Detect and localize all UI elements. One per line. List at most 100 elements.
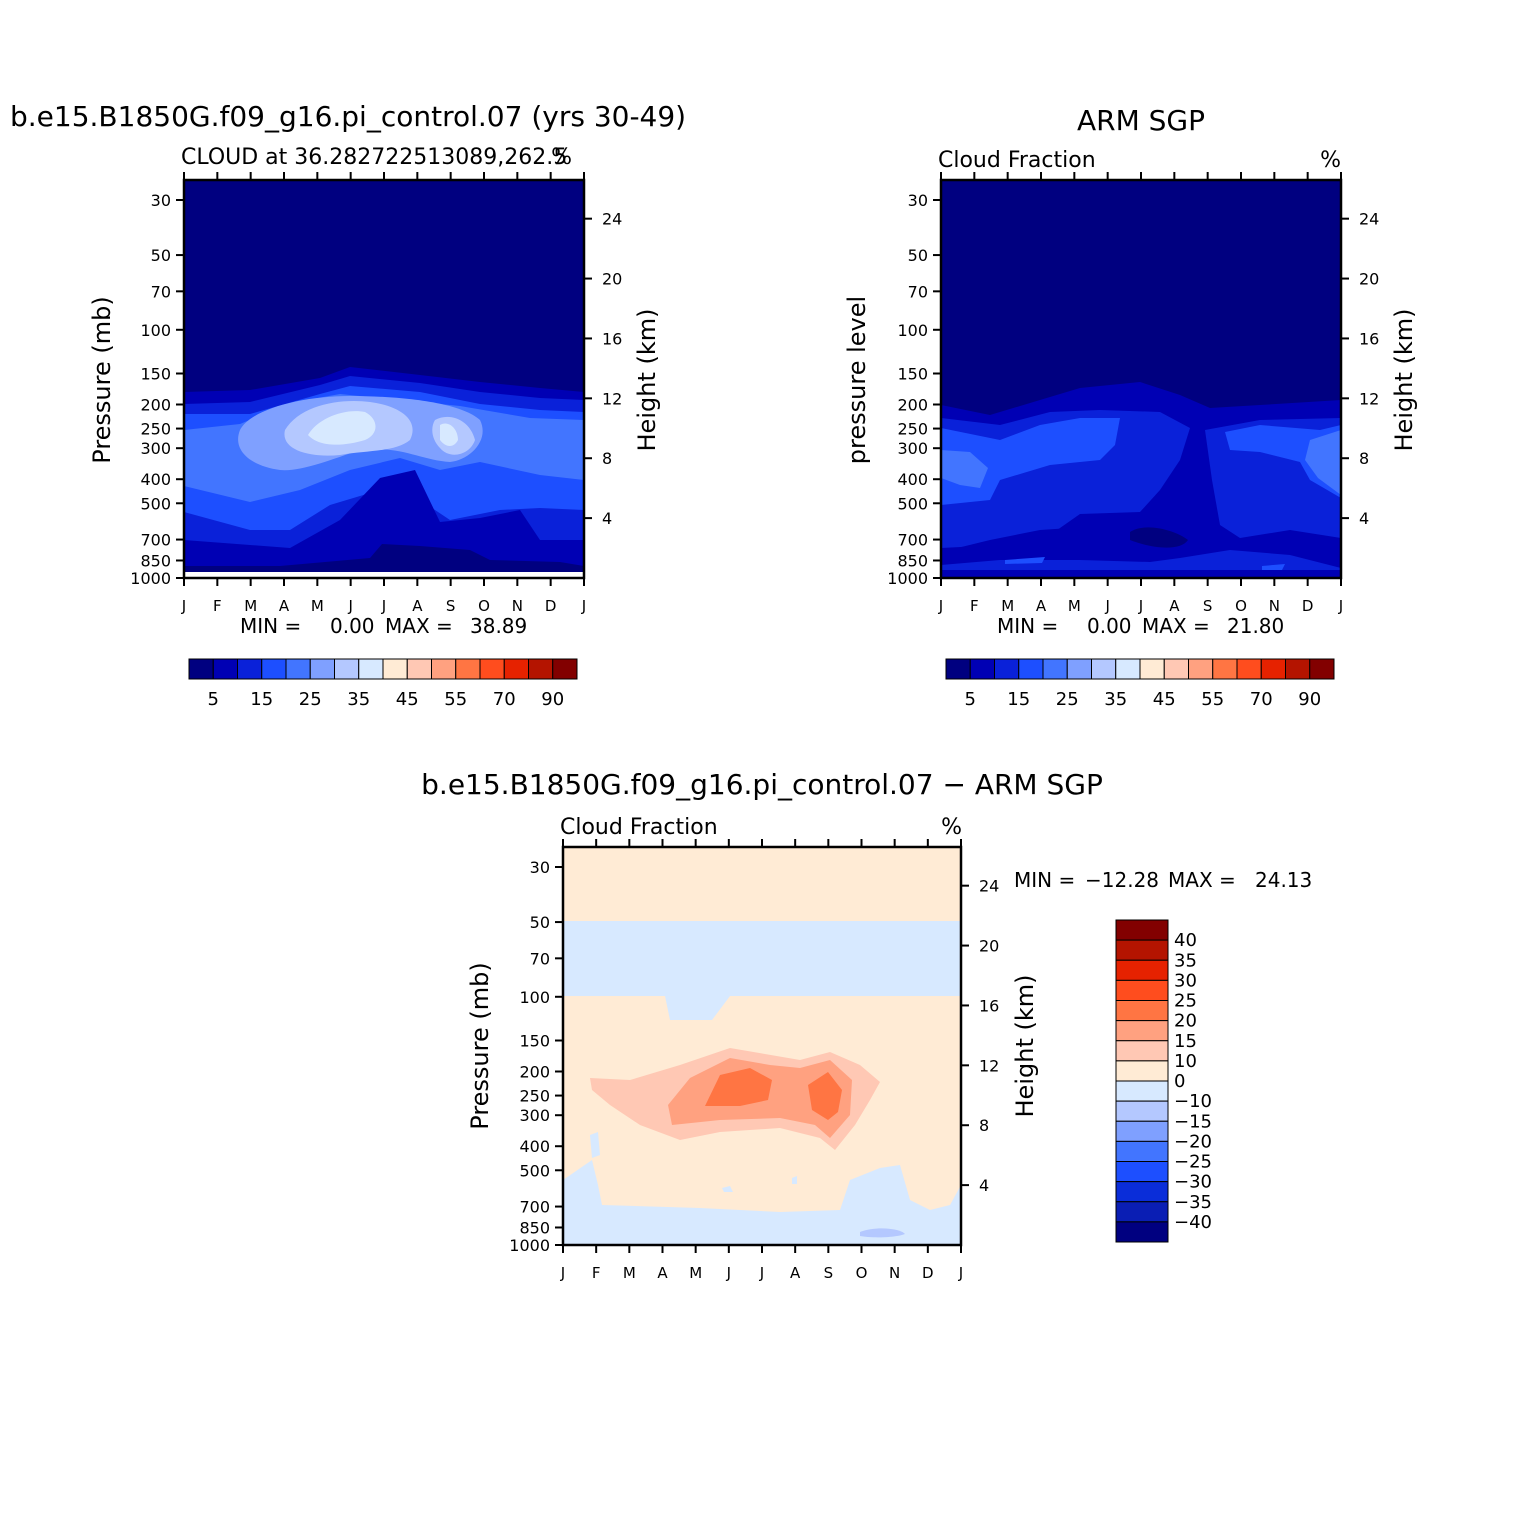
y-tick-label: 850 (519, 1218, 550, 1237)
x-tick-label: A (1169, 597, 1180, 615)
x-tick-label: M (689, 1264, 702, 1282)
panel-model-units: % (551, 145, 572, 170)
x-tick-label: O (856, 1264, 868, 1282)
colorbar-label: 15 (250, 689, 273, 710)
colorbar-label: −10 (1174, 1091, 1212, 1112)
colorbar-cell (1115, 1020, 1169, 1042)
y2-tick-label: 16 (1359, 329, 1379, 348)
colorbar-label: 0 (1174, 1071, 1185, 1092)
colorbar-cell (237, 658, 263, 680)
colorbar-label: 35 (347, 689, 370, 710)
x-tick-label: D (922, 1264, 934, 1282)
y-tick-label: 50 (530, 913, 550, 932)
colorbar-cell (285, 658, 311, 680)
colorbar-cell (1115, 1040, 1169, 1062)
colorbar-label: 45 (396, 689, 419, 710)
y-tick-label: 400 (519, 1137, 550, 1156)
colorbar-label: 5 (208, 689, 219, 710)
colorbar-cell (1042, 658, 1068, 680)
colorbar-cell (406, 658, 432, 680)
panel-obs-colorbar: 5 15 25 35 45 55 70 90 (945, 658, 1335, 710)
panel-diff-ylabel: Pressure (mb) (466, 962, 494, 1129)
colorbar-label: −30 (1174, 1172, 1212, 1193)
x-tick-label: J (581, 597, 586, 615)
x-tick-label: F (970, 597, 979, 615)
y-tick-label: 400 (897, 470, 928, 489)
y-tick-label: 1000 (887, 569, 928, 588)
y-tick-label: 150 (897, 364, 928, 383)
colorbar-cell (503, 658, 529, 680)
y2-tick-label: 24 (979, 877, 999, 896)
colorbar-label: 70 (1250, 689, 1273, 710)
colorbar-cell (1115, 979, 1169, 1001)
panel-obs-ylabel: pressure level (843, 296, 871, 464)
colorbar-label: 15 (1174, 1031, 1197, 1052)
colorbar-label: 55 (444, 689, 467, 710)
colorbar-cell (1115, 658, 1141, 680)
y-tick-label: 500 (897, 494, 928, 513)
colorbar-cell (1285, 658, 1311, 680)
colorbar-cell (1066, 658, 1092, 680)
colorbar-cell (1115, 1000, 1169, 1022)
panel-model-subtitle: CLOUD at 36.282722513089,262.5 (181, 145, 567, 170)
colorbar-label: 25 (1174, 991, 1197, 1012)
colorbar-cell (382, 658, 408, 680)
colorbar-label: 30 (1174, 970, 1197, 991)
x-tick-label: J (958, 1264, 963, 1282)
x-tick-label: J (759, 1264, 764, 1282)
y-tick-label: 1000 (130, 569, 171, 588)
panel-model-ylabel-right: Height (km) (633, 309, 661, 452)
y2-tick-label: 12 (602, 389, 622, 408)
y2-tick-label: 20 (1359, 270, 1379, 289)
contour-band (860, 1228, 905, 1238)
panel-model: b.e15.B1850G.f09_g16.pi_control.07 (yrs … (10, 100, 686, 710)
panel-obs-units: % (1320, 148, 1341, 173)
y-tick-label: 700 (897, 531, 928, 550)
panel-model-min-label: MIN = (240, 614, 301, 638)
panel-diff-max-value: 24.13 (1255, 868, 1312, 892)
contour-band (563, 1238, 961, 1245)
contour-band (563, 921, 961, 1020)
x-tick-label: A (412, 597, 423, 615)
x-tick-label: S (824, 1264, 834, 1282)
colorbar-label: 90 (541, 689, 564, 710)
colorbar-cell (1115, 1161, 1169, 1183)
x-tick-label: F (592, 1264, 601, 1282)
y-tick-label: 250 (140, 420, 171, 439)
x-tick-label: S (1203, 597, 1213, 615)
y-tick-label: 100 (897, 321, 928, 340)
panel-diff-min-label: MIN = (1014, 868, 1075, 892)
panel-model-ylabel: Pressure (mb) (88, 296, 116, 463)
x-tick-label: J (181, 597, 186, 615)
colorbar-cell (358, 658, 384, 680)
y2-tick-label: 24 (1359, 210, 1379, 229)
y2-tick-label: 4 (602, 509, 612, 528)
colorbar-label: 15 (1007, 689, 1030, 710)
y-tick-label: 1000 (509, 1236, 550, 1255)
x-tick-label: M (623, 1264, 636, 1282)
panel-diff-subtitle: Cloud Fraction (560, 815, 718, 840)
panel-obs-min-label: MIN = (997, 614, 1058, 638)
colorbar-cell (1115, 1060, 1169, 1082)
panel-model-colorbar: 5 15 25 35 45 55 70 90 (188, 658, 578, 710)
panel-diff-ylabel-right: Height (km) (1011, 975, 1039, 1118)
colorbar-cell (528, 658, 554, 680)
colorbar-cell (994, 658, 1020, 680)
x-tick-label: J (1138, 597, 1143, 615)
y-tick-label: 70 (908, 282, 928, 301)
y2-tick-label: 8 (979, 1116, 989, 1135)
colorbar-cell (261, 658, 287, 680)
colorbar-cell (309, 658, 335, 680)
y2-tick-label: 12 (979, 1056, 999, 1075)
y2-tick-label: 20 (602, 270, 622, 289)
contour-band (722, 1176, 797, 1192)
colorbar-cell (1115, 1221, 1169, 1243)
panel-model-contours (184, 180, 584, 578)
colorbar-cell (1115, 1140, 1169, 1162)
colorbar-cell (1309, 658, 1335, 680)
colorbar-cell (945, 658, 971, 680)
y2-tick-label: 24 (602, 210, 622, 229)
colorbar-label: −25 (1174, 1152, 1212, 1173)
y2-tick-label: 8 (602, 449, 612, 468)
